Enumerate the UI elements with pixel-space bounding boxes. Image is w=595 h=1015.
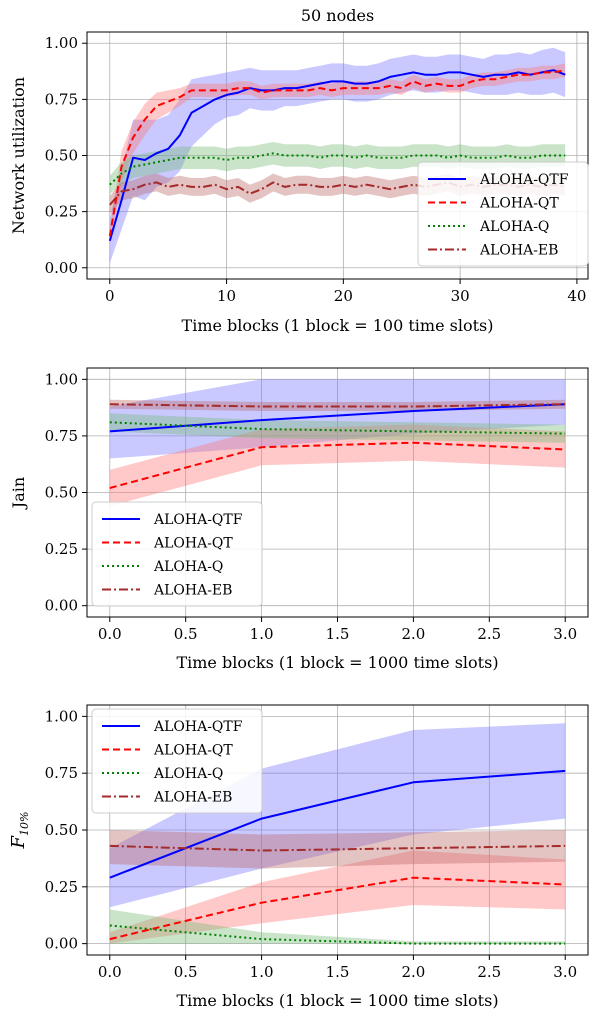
- x-axis-label: Time blocks (1 block = 1000 time slots): [176, 991, 498, 1010]
- x-axis-label: Time blocks (1 block = 1000 time slots): [176, 653, 498, 672]
- y-tick-label: 0.50: [45, 821, 78, 839]
- x-tick-label: 30: [451, 287, 470, 305]
- band-aloha-q: [109, 142, 566, 194]
- series-line-aloha-q: [109, 152, 566, 186]
- x-tick-label: 0.0: [98, 625, 122, 643]
- x-tick-label: 2.0: [401, 963, 425, 981]
- series-line-aloha-q: [109, 421, 566, 435]
- legend-label-aloha-eb: ALOHA-EB: [479, 243, 558, 259]
- legend-label-aloha-qtf: ALOHA-QTF: [479, 172, 569, 188]
- x-tick-label: 3.0: [553, 963, 577, 981]
- chart-title: 50 nodes: [301, 6, 374, 25]
- band-aloha-q: [109, 413, 566, 443]
- panel-2: 0.0 0.5 1.0 1.5 2.0 2.5 3.0 0.00 0.25 0.50 0.75 1.0…: [9, 367, 589, 672]
- x-tick-label: 3.0: [553, 625, 577, 643]
- x-tick-label: 1.0: [250, 963, 274, 981]
- legend-label-aloha-qt: ALOHA-QT: [479, 196, 559, 212]
- legend-label-aloha-qtf: ALOHA-QTF: [153, 512, 243, 528]
- series-line-aloha-eb: [109, 844, 566, 852]
- y-tick-label: 1.00: [45, 707, 78, 725]
- y-tick-label: 0.25: [45, 878, 78, 896]
- x-tick-label: 0.5: [174, 625, 198, 643]
- series-line-aloha-q: [109, 924, 566, 945]
- band-aloha-qtf: [109, 379, 566, 459]
- x-tick-label: 40: [567, 287, 586, 305]
- y-axis-label: Network utilization: [9, 77, 28, 234]
- band-aloha-q: [109, 909, 566, 944]
- panel-1: 0 10 20 30 40 0.00 0.25 0.50 0.75 1.00 50 nodes Tim…: [9, 6, 589, 335]
- legend-label-aloha-q: ALOHA-Q: [153, 766, 223, 782]
- x-tick-label: 20: [334, 287, 353, 305]
- y-tick-label: 0.50: [45, 147, 78, 165]
- band-aloha-qt: [109, 850, 566, 944]
- legend: ALOHA-QTF ALOHA-QT ALOHA-Q ALOHA-EB: [91, 501, 263, 607]
- y-tick-label: 0.50: [45, 484, 78, 502]
- x-tick-label: 2.5: [477, 963, 501, 981]
- y-tick-label: 0.00: [45, 259, 78, 277]
- series-line-aloha-qt: [108, 69, 566, 237]
- x-tick-label: 2.5: [477, 625, 501, 643]
- legend-box: [91, 501, 263, 607]
- y-tick-label: 0.75: [45, 427, 78, 445]
- legend-label-aloha-qt: ALOHA-QT: [153, 743, 233, 759]
- y-axis-label: F10%: [8, 812, 31, 850]
- x-tick-label: 10: [217, 287, 236, 305]
- legend-label-aloha-qt: ALOHA-QT: [153, 536, 233, 552]
- y-tick-label: 0.75: [45, 764, 78, 782]
- legend-label-aloha-qtf: ALOHA-QTF: [153, 719, 243, 735]
- legend-box: [417, 161, 589, 267]
- series-line-aloha-qt: [109, 876, 566, 941]
- series-line-aloha-eb: [109, 403, 566, 408]
- y-tick-label: 0.75: [45, 90, 78, 108]
- x-axis-label: Time blocks (1 block = 100 time slots): [182, 316, 494, 335]
- legend: ALOHA-QTF ALOHA-QT ALOHA-Q ALOHA-EB: [91, 708, 263, 814]
- series-lines: [109, 769, 566, 945]
- legend-label-aloha-q: ALOHA-Q: [479, 219, 549, 235]
- series-lines: [109, 403, 566, 489]
- x-tick-label: 1.5: [326, 625, 350, 643]
- x-tick-label: 2.0: [401, 625, 425, 643]
- panel-3: 0.0 0.5 1.0 1.5 2.0 2.5 3.0 0.00 0.25 0.50 0.75 1.0…: [8, 704, 589, 1010]
- legend-label-aloha-q: ALOHA-Q: [153, 559, 223, 575]
- y-tick-label: 0.00: [45, 935, 78, 953]
- y-tick-label: 0.25: [45, 540, 78, 558]
- series-line-aloha-qt: [109, 441, 566, 489]
- band-aloha-qtf: [109, 723, 566, 908]
- y-tick-label: 0.00: [45, 597, 78, 615]
- y-tick-label: 0.25: [45, 203, 78, 221]
- band-aloha-eb: [109, 399, 566, 411]
- legend-box: [91, 708, 263, 814]
- x-tick-label: 1.0: [250, 625, 274, 643]
- legend: ALOHA-QTF ALOHA-QT ALOHA-Q ALOHA-EB: [417, 161, 589, 267]
- x-tick-label: 0: [105, 287, 115, 305]
- x-tick-label: 0.5: [174, 963, 198, 981]
- grid-lines: [87, 32, 588, 279]
- series-line-aloha-qtf: [108, 69, 566, 242]
- band-aloha-qtf: [109, 47, 566, 264]
- y-axis-label: Jain: [9, 477, 28, 510]
- legend-label-aloha-eb: ALOHA-EB: [153, 790, 232, 806]
- y-tick-label: 1.00: [45, 34, 78, 52]
- x-tick-label: 0.0: [98, 963, 122, 981]
- y-tick-label: 1.00: [45, 370, 78, 388]
- x-tick-label: 1.5: [326, 963, 350, 981]
- legend-label-aloha-eb: ALOHA-EB: [153, 583, 232, 599]
- confidence-bands: [109, 723, 566, 944]
